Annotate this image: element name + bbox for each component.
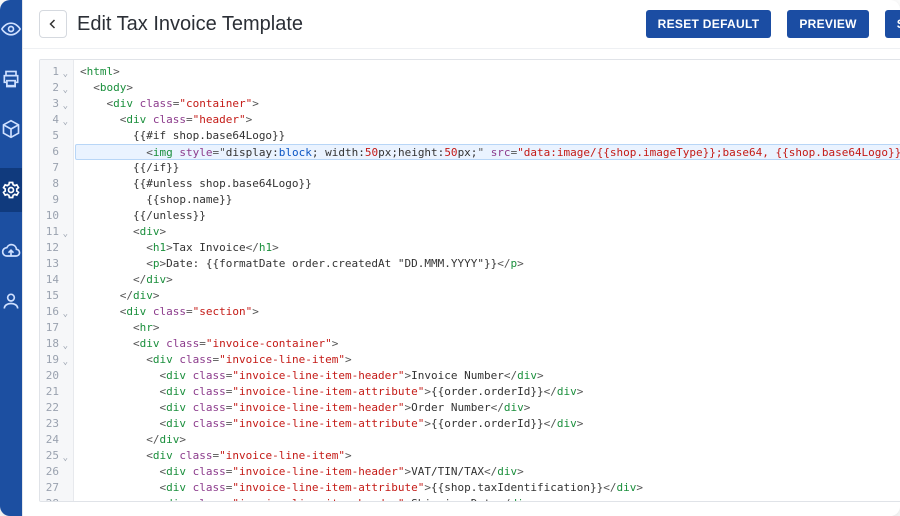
code-line[interactable]: {{/if}} (80, 160, 900, 176)
code-line[interactable]: </div> (80, 288, 900, 304)
gutter-line: 6 (40, 144, 69, 160)
arrow-left-icon (47, 18, 59, 30)
preview-button[interactable]: PREVIEW (787, 10, 868, 38)
code-line[interactable]: <body> (80, 80, 900, 96)
gutter-line: 19⌄ (40, 352, 69, 368)
gutter-line: 26 (40, 464, 69, 480)
gutter-line: 21 (40, 384, 69, 400)
code-line[interactable]: <div class="invoice-line-item"> (80, 352, 900, 368)
code-editor[interactable]: 1⌄2⌄3⌄4⌄567891011⌄1213141516⌄1718⌄19⌄202… (39, 59, 900, 502)
gutter-line: 12 (40, 240, 69, 256)
gutter-line: 14 (40, 272, 69, 288)
code-line[interactable]: <div> (80, 224, 900, 240)
app-root: Account Setup AutomationSetupCarrier Sel… (0, 0, 900, 516)
cloud-upload-icon[interactable] (0, 240, 22, 262)
code-line[interactable]: <hr> (80, 320, 900, 336)
code-line[interactable]: </div> (80, 272, 900, 288)
back-button[interactable] (39, 10, 67, 38)
gutter-line: 18⌄ (40, 336, 69, 352)
code-line[interactable]: <div class="container"> (80, 96, 900, 112)
code-line[interactable]: <div class="invoice-line-item-header">In… (80, 368, 900, 384)
code-line[interactable]: {{shop.name}} (80, 192, 900, 208)
gutter-line: 5 (40, 128, 69, 144)
gutter-line: 1⌄ (40, 64, 69, 80)
gear-icon[interactable] (0, 179, 22, 201)
gutter-line: 9 (40, 192, 69, 208)
page-title: Edit Tax Invoice Template (77, 13, 636, 36)
gutter-line: 22 (40, 400, 69, 416)
gutter-line: 24 (40, 432, 69, 448)
icon-rail (0, 0, 22, 516)
gutter-line: 16⌄ (40, 304, 69, 320)
gutter-line: 17 (40, 320, 69, 336)
code-line[interactable]: <p>Date: {{formatDate order.createdAt "D… (80, 256, 900, 272)
gutter-line: 4⌄ (40, 112, 69, 128)
gutter-line: 10 (40, 208, 69, 224)
code-line[interactable]: <div class="invoice-line-item"> (80, 448, 900, 464)
reset-default-button[interactable]: RESET DEFAULT (646, 10, 772, 38)
user-icon[interactable] (0, 290, 22, 312)
code-line[interactable]: <div class="header"> (80, 112, 900, 128)
topbar: Edit Tax Invoice Template RESET DEFAULT … (23, 0, 900, 49)
gutter-line: 13 (40, 256, 69, 272)
gutter-line: 8 (40, 176, 69, 192)
code-line[interactable]: <h1>Tax Invoice</h1> (80, 240, 900, 256)
gutter-line: 2⌄ (40, 80, 69, 96)
code-line[interactable]: </div> (80, 432, 900, 448)
main-panel: Edit Tax Invoice Template RESET DEFAULT … (23, 0, 900, 516)
gutter-line: 23 (40, 416, 69, 432)
code-line[interactable]: <html> (80, 64, 900, 80)
code-line[interactable]: {{#unless shop.base64Logo}} (80, 176, 900, 192)
code-line[interactable]: <img style="display:block; width:50px;he… (75, 144, 900, 160)
code-line[interactable]: <div class="invoice-line-item-header">VA… (80, 464, 900, 480)
gutter-line: 7 (40, 160, 69, 176)
box-icon[interactable] (0, 118, 22, 140)
code-line[interactable]: <div class="invoice-line-item-attribute"… (80, 480, 900, 496)
gutter-line: 15 (40, 288, 69, 304)
gutter-line: 28 (40, 496, 69, 502)
code-line[interactable]: <div class="invoice-line-item-attribute"… (80, 384, 900, 400)
gutter-line: 27 (40, 480, 69, 496)
gutter-line: 11⌄ (40, 224, 69, 240)
gutter-line: 20 (40, 368, 69, 384)
code-line[interactable]: {{#if shop.base64Logo}} (80, 128, 900, 144)
editor-code-area[interactable]: <html> <body> <div class="container"> <d… (74, 60, 900, 501)
code-line[interactable]: <div class="section"> (80, 304, 900, 320)
gutter-line: 25⌄ (40, 448, 69, 464)
save-button[interactable]: SAVE (885, 10, 900, 38)
editor-gutter: 1⌄2⌄3⌄4⌄567891011⌄1213141516⌄1718⌄19⌄202… (40, 60, 74, 501)
code-line[interactable]: {{/unless}} (80, 208, 900, 224)
printer-icon[interactable] (0, 68, 22, 90)
code-line[interactable]: <div class="invoice-line-item-header">Or… (80, 400, 900, 416)
code-line[interactable]: <div class="invoice-line-item-attribute"… (80, 416, 900, 432)
code-line[interactable]: <div class="invoice-container"> (80, 336, 900, 352)
gutter-line: 3⌄ (40, 96, 69, 112)
eye-icon[interactable] (0, 18, 22, 40)
code-line[interactable]: <div class="invoice-line-item-header">Sh… (80, 496, 900, 501)
